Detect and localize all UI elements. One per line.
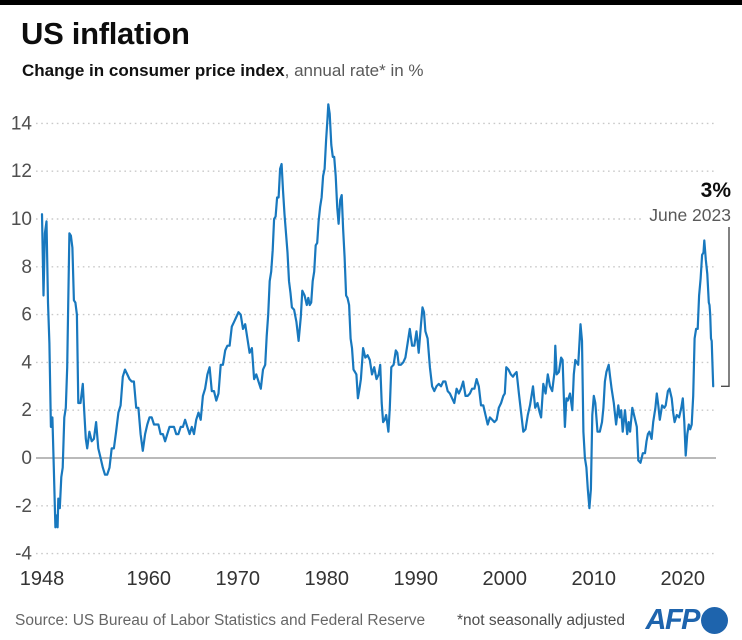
y-tick-label: 2 xyxy=(21,400,32,421)
x-tick-label: 1960 xyxy=(127,568,172,590)
x-tick-label: 1970 xyxy=(216,568,261,590)
x-tick-label: 2020 xyxy=(661,568,706,590)
cpi-line-series xyxy=(40,103,715,529)
afp-logo-dot-icon xyxy=(701,607,728,634)
x-tick-label: 1980 xyxy=(305,568,350,590)
afp-logo: AFP xyxy=(645,604,728,636)
footer: Source: US Bureau of Labor Statistics an… xyxy=(0,604,742,640)
y-tick-label: 10 xyxy=(11,209,32,230)
subtitle-bold-text: Change in consumer price index xyxy=(22,61,285,80)
x-tick-label: 1990 xyxy=(394,568,439,590)
y-tick-label: 8 xyxy=(21,257,32,278)
x-tick-label: 1948 xyxy=(20,568,65,590)
end-value-annotation: 3% June 2023 xyxy=(643,179,731,228)
y-tick-label: -2 xyxy=(15,496,32,517)
footnote: *not seasonally adjusted xyxy=(457,612,626,629)
y-tick-label: -4 xyxy=(15,544,32,565)
y-tick-label: 12 xyxy=(11,161,32,182)
y-tick-label: 4 xyxy=(21,352,32,373)
y-tick-label: 14 xyxy=(11,113,33,134)
end-date-label: June 2023 xyxy=(649,205,731,226)
x-tick-label: 2010 xyxy=(572,568,617,590)
y-tick-label: 6 xyxy=(21,305,32,326)
source-credit: Source: US Bureau of Labor Statistics an… xyxy=(15,612,426,629)
subtitle-rest-text: , annual rate* in % xyxy=(284,61,424,80)
chart-subtitle: Change in consumer price index, annual r… xyxy=(22,61,424,81)
end-value-label: 3% xyxy=(700,179,731,202)
x-tick-label: 2000 xyxy=(483,568,528,590)
afp-logo-text: AFP xyxy=(645,604,701,636)
top-accent-bar xyxy=(0,0,742,5)
annotation-pointer-line xyxy=(721,224,730,387)
page-title: US inflation xyxy=(21,16,190,51)
y-tick-label: 0 xyxy=(21,448,32,469)
